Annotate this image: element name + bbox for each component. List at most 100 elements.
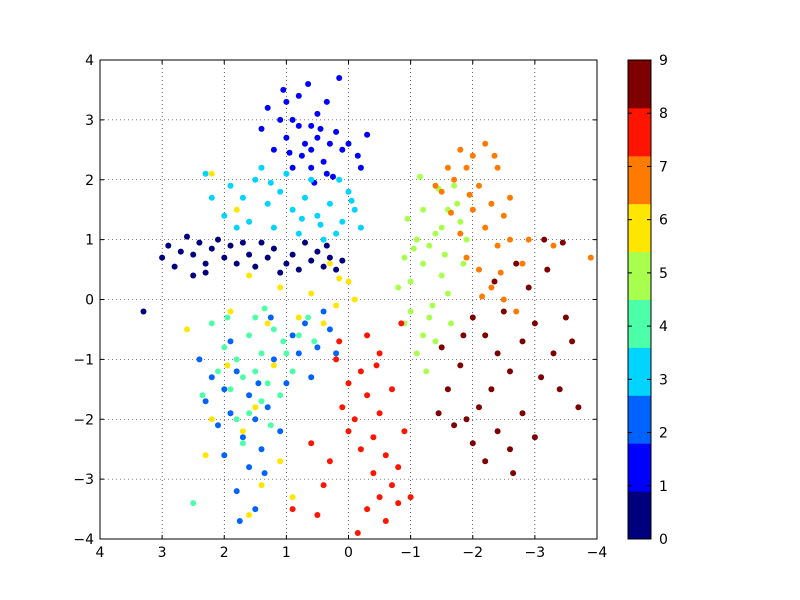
scatter-point-class-8 xyxy=(354,530,361,536)
colorbar-tick-label: 6 xyxy=(659,213,668,229)
scatter-point-class-1 xyxy=(308,164,315,171)
scatter-point-class-3 xyxy=(283,170,290,177)
scatter-point-class-5 xyxy=(463,236,470,243)
scatter-point-class-9 xyxy=(510,470,517,477)
scatter-point-class-4 xyxy=(199,392,206,399)
scatter-point-class-2 xyxy=(233,488,240,495)
scatter-point-class-2 xyxy=(333,350,340,357)
scatter-point-class-4 xyxy=(208,320,215,327)
scatter-point-class-5 xyxy=(407,278,414,285)
y-tick-label: 1 xyxy=(85,233,94,249)
scatter-point-class-8 xyxy=(320,482,327,489)
scatter-point-class-9 xyxy=(451,422,458,429)
scatter-point-class-3 xyxy=(264,200,271,207)
scatter-point-class-0 xyxy=(159,254,166,261)
scatter-point-class-7 xyxy=(525,236,532,243)
scatter-point-class-8 xyxy=(364,392,371,399)
scatter-point-class-2 xyxy=(295,350,302,357)
scatter-point-class-7 xyxy=(466,191,473,198)
scatter-point-class-1 xyxy=(264,104,271,111)
colorbar-tick-label: 5 xyxy=(659,266,668,282)
scatter-point-class-5 xyxy=(460,260,467,267)
y-tick-label: 4 xyxy=(85,53,94,69)
scatter-point-class-1 xyxy=(357,164,364,171)
scatter-point-class-7 xyxy=(494,164,501,171)
scatter-point-class-9 xyxy=(463,416,470,423)
colorbar-tick-label: 0 xyxy=(659,532,668,548)
scatter-point-class-6 xyxy=(224,362,231,369)
scatter-point-class-7 xyxy=(438,188,445,195)
scatter-point-class-4 xyxy=(283,350,290,357)
colorbar-tick-label: 7 xyxy=(659,159,668,175)
scatter-point-class-0 xyxy=(196,239,203,246)
scatter-point-class-7 xyxy=(488,284,495,291)
colorbar-segment xyxy=(628,347,651,396)
colorbar-tick-label: 3 xyxy=(659,372,668,388)
scatter-point-class-9 xyxy=(556,386,563,393)
scatter-point-class-7 xyxy=(513,308,520,315)
scatter-point-class-5 xyxy=(420,206,427,213)
scatter-point-class-3 xyxy=(317,221,324,228)
scatter-point-class-9 xyxy=(531,320,538,327)
scatter-point-class-3 xyxy=(267,179,274,186)
scatter-point-class-9 xyxy=(444,386,451,393)
scatter-point-class-1 xyxy=(339,146,346,153)
scatter-point-class-9 xyxy=(494,350,501,357)
scatter-point-class-0 xyxy=(221,254,228,261)
scatter-point-class-1 xyxy=(289,116,296,123)
scatter-point-class-8 xyxy=(364,332,371,339)
scatter-point-class-0 xyxy=(165,242,172,249)
scatter-point-class-9 xyxy=(519,410,526,417)
scatter-point-class-9 xyxy=(562,314,569,321)
scatter-point-class-2 xyxy=(283,380,290,387)
scatter-point-class-6 xyxy=(345,278,352,285)
scatter-point-class-5 xyxy=(448,320,454,327)
scatter-point-class-0 xyxy=(277,269,284,276)
scatter-point-class-7 xyxy=(482,140,489,147)
scatter-point-class-9 xyxy=(469,440,476,447)
scatter-point-class-4 xyxy=(224,314,231,321)
scatter-point-class-4 xyxy=(311,338,318,345)
scatter-point-class-8 xyxy=(339,404,346,411)
scatter-point-class-8 xyxy=(376,350,383,357)
scatter-point-class-0 xyxy=(246,251,253,258)
scatter-point-class-1 xyxy=(298,152,305,159)
x-tick-label: −4 xyxy=(587,545,608,561)
scatter-point-class-3 xyxy=(252,176,259,183)
scatter-point-class-1 xyxy=(354,152,361,159)
scatter-point-class-3 xyxy=(308,176,315,183)
colorbar-segment xyxy=(628,60,651,109)
scatter-point-class-5 xyxy=(438,224,445,231)
scatter-point-class-0 xyxy=(295,266,302,273)
scatter-point-class-7 xyxy=(519,260,526,267)
scatter-point-class-7 xyxy=(550,242,557,249)
scatter-point-class-9 xyxy=(500,308,507,315)
scatter-point-class-6 xyxy=(208,416,215,423)
scatter-point-class-2 xyxy=(261,470,268,477)
scatter-point-class-8 xyxy=(395,464,402,471)
scatter-point-class-1 xyxy=(330,173,336,180)
scatter-point-class-3 xyxy=(246,218,253,225)
colorbar-tick-label: 8 xyxy=(659,106,668,122)
scatter-point-class-4 xyxy=(289,368,296,375)
y-tick-label: −1 xyxy=(73,352,94,368)
scatter-point-class-2 xyxy=(267,314,274,321)
scatter-point-class-3 xyxy=(289,206,296,213)
scatter-point-class-9 xyxy=(435,410,442,417)
scatter-point-class-1 xyxy=(333,128,340,135)
scatter-point-class-3 xyxy=(221,212,228,219)
scatter-point-class-9 xyxy=(559,239,566,246)
scatter-point-class-1 xyxy=(277,116,284,123)
scatter-point-class-4 xyxy=(233,416,240,423)
scatter-point-class-0 xyxy=(177,248,184,255)
scatter-point-class-1 xyxy=(295,92,302,99)
scatter-point-class-1 xyxy=(302,140,308,147)
scatter-point-class-2 xyxy=(252,416,259,423)
scatter-point-class-0 xyxy=(239,239,246,246)
scatter-point-class-6 xyxy=(270,362,277,369)
scatter-point-class-5 xyxy=(441,251,448,258)
colorbar-segment xyxy=(628,299,651,348)
scatter-point-class-3 xyxy=(298,215,305,222)
scatter-point-class-5 xyxy=(457,218,464,225)
scatter-point-class-0 xyxy=(190,251,197,258)
